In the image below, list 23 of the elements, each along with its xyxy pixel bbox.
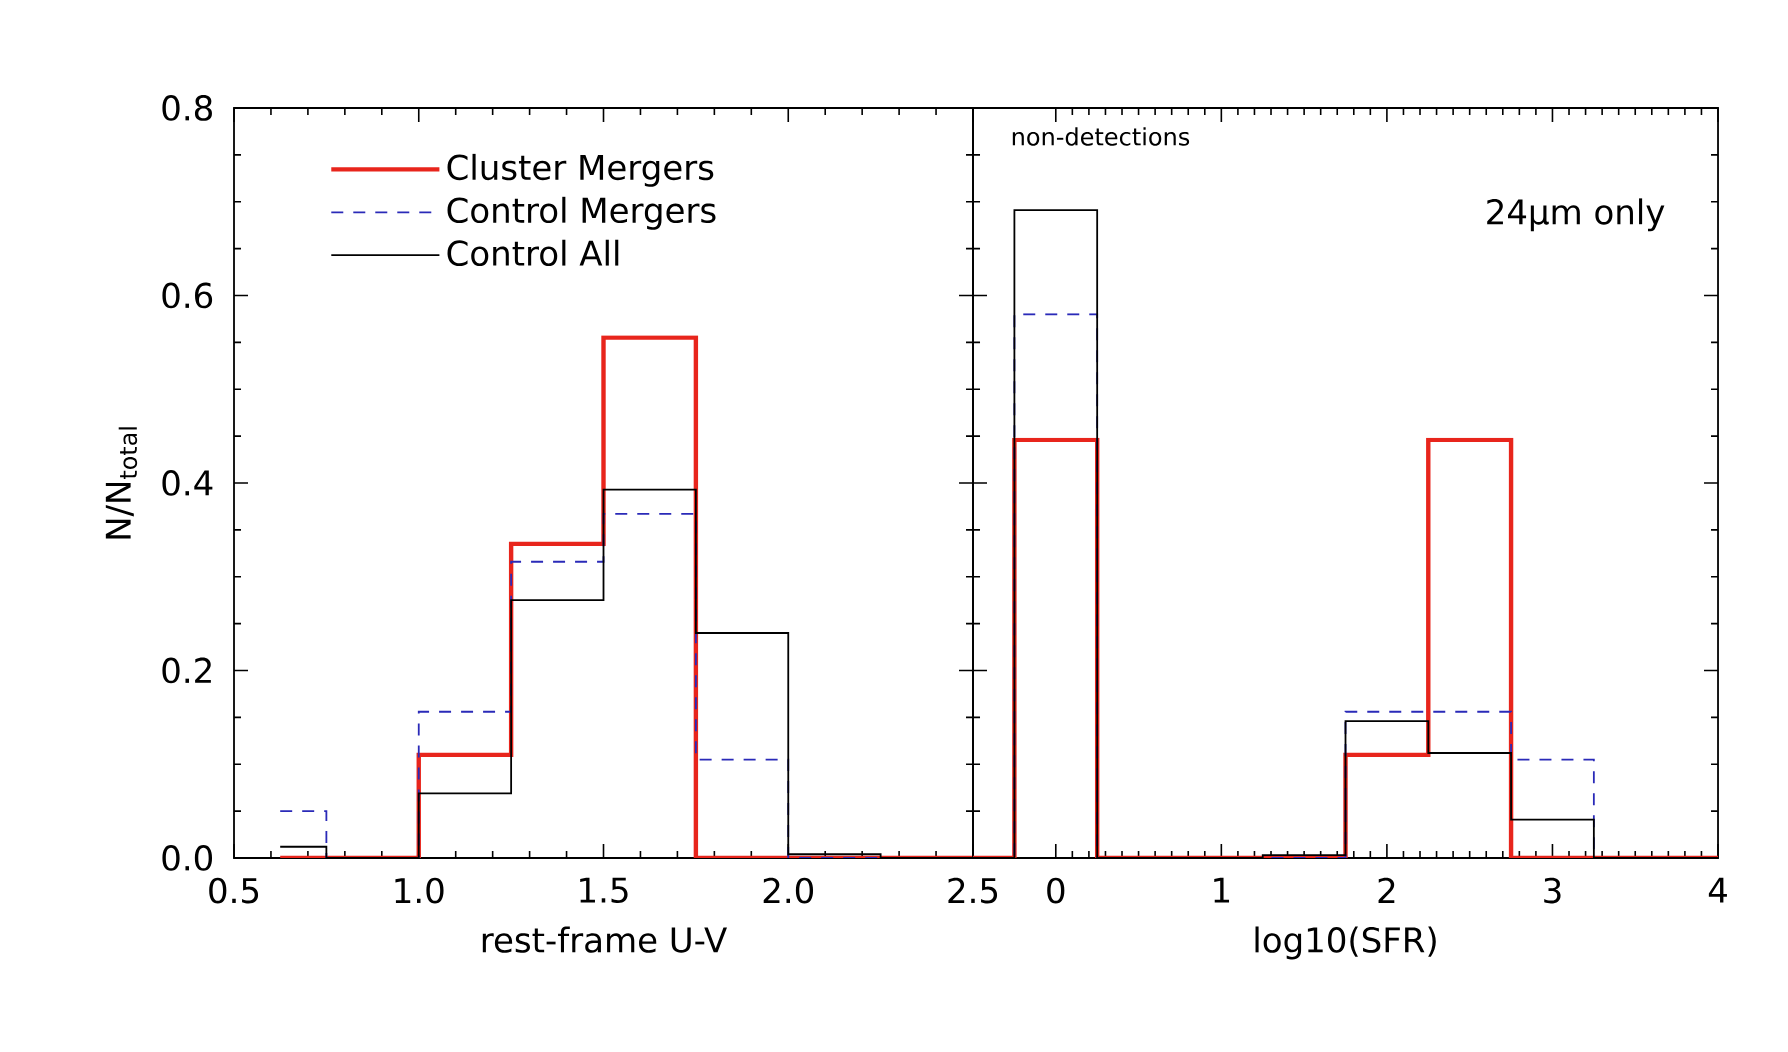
x-axis-title: log10(SFR) bbox=[1255, 926, 1436, 960]
y-tick-label: 0.2 bbox=[162, 657, 211, 684]
x-tick-label: 2 bbox=[1378, 877, 1395, 903]
x-axis-title: rest-frame U-V bbox=[482, 926, 727, 953]
legend-label: Cluster Mergers bbox=[447, 153, 714, 187]
x-tick-label: 0 bbox=[1047, 877, 1065, 904]
y-tick-label: 0.6 bbox=[162, 282, 213, 309]
y-axis-title: N/N$_{total}$ bbox=[105, 427, 138, 539]
x-tick-label: 1 bbox=[1214, 877, 1230, 903]
x-tick-label: 4 bbox=[1708, 877, 1727, 903]
x-tick-label: 1.0 bbox=[395, 877, 444, 904]
x-tick-label: 2.0 bbox=[763, 877, 814, 904]
x-tick-label: 3 bbox=[1544, 877, 1561, 904]
y-tick-label: 0.8 bbox=[162, 95, 212, 121]
x-tick-label: 1.5 bbox=[580, 877, 628, 903]
annotation: 24μm only bbox=[1487, 198, 1665, 232]
x-tick-label: 2.5 bbox=[948, 877, 998, 904]
x-tick-label: 0.5 bbox=[209, 877, 259, 904]
y-tick-label: 0.4 bbox=[162, 470, 213, 496]
legend-label: Control All bbox=[447, 239, 619, 267]
y-tick-label: 0.0 bbox=[162, 845, 213, 871]
annotation: non-detections bbox=[1012, 127, 1190, 146]
legend-label: Control Mergers bbox=[447, 196, 716, 230]
